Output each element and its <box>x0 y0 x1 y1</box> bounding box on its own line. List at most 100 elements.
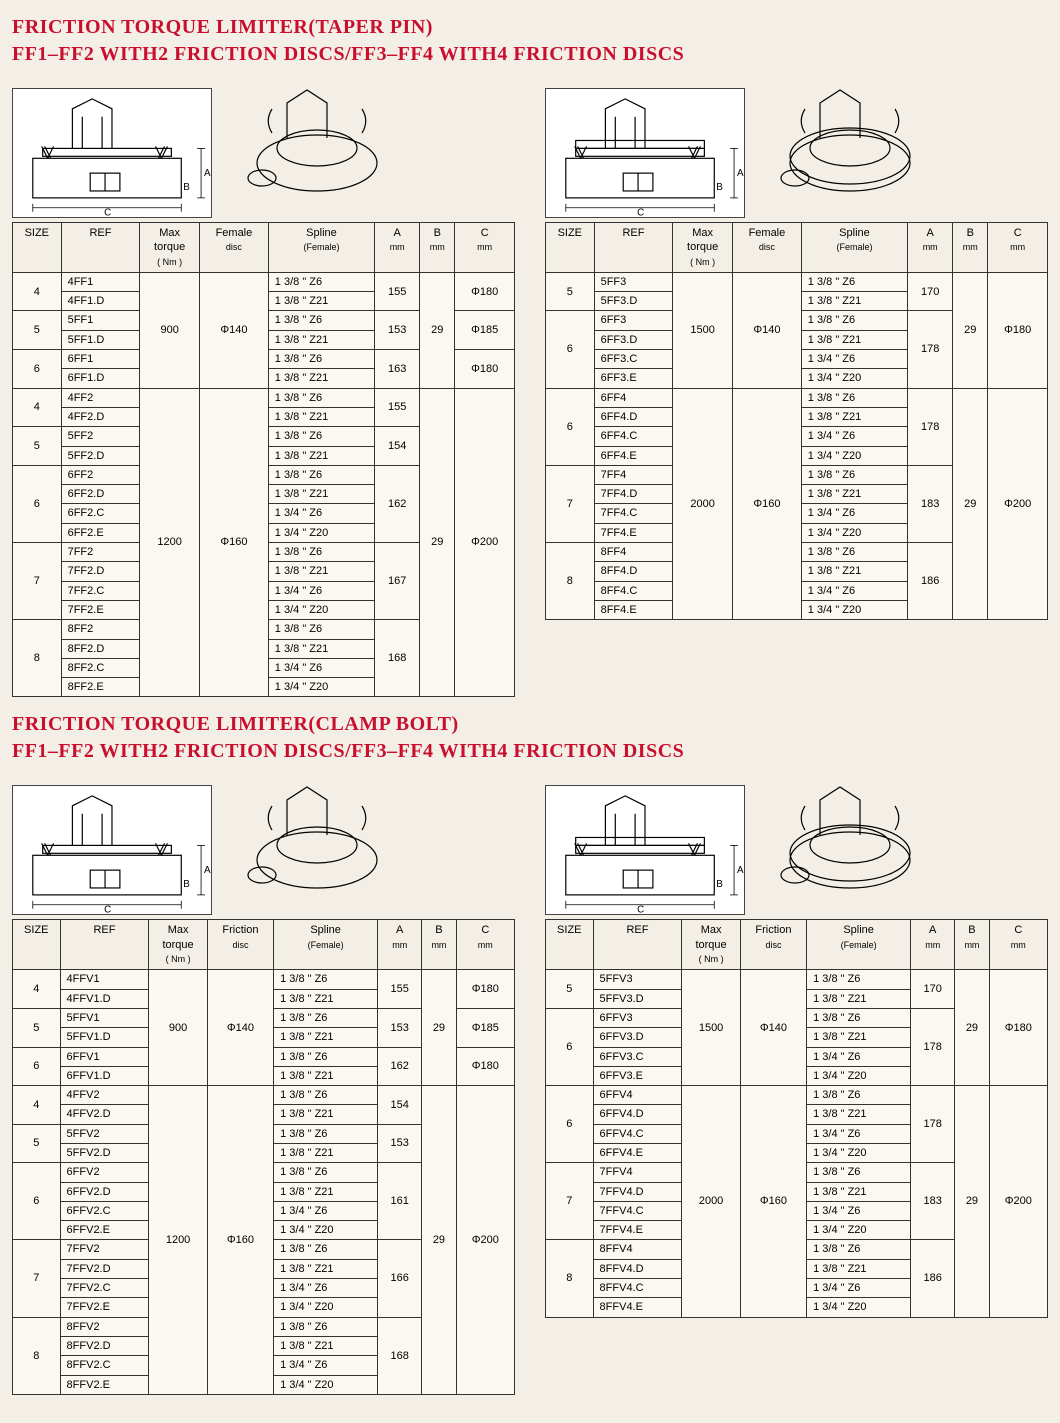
cell-b: 29 <box>953 388 988 620</box>
cell-spline: 1 3/4 " Z6 <box>801 581 907 600</box>
cell-spline: 1 3/8 " Z6 <box>274 1240 378 1259</box>
cell-ref: 7FFV4.C <box>593 1201 682 1220</box>
cell-spline: 1 3/4 " Z6 <box>268 658 374 677</box>
cell-a: 154 <box>375 427 420 466</box>
cell-ref: 8FFV4.C <box>593 1279 682 1298</box>
cell-spline: 1 3/4 " Z6 <box>801 504 907 523</box>
cell-spline: 1 3/4 " Z20 <box>807 1221 911 1240</box>
cell-disc: Φ160 <box>740 1086 806 1318</box>
spec-table: SIZEREFMaxtorque( Nm )FemalediscSpline(F… <box>545 222 1048 620</box>
cell-b: 29 <box>953 272 988 388</box>
cell-spline: 1 3/8 " Z6 <box>274 1047 378 1066</box>
cell-size: 5 <box>546 970 594 1009</box>
cell-spline: 1 3/8 " Z21 <box>807 1182 911 1201</box>
cell-b: 29 <box>420 388 455 697</box>
cell-a: 168 <box>378 1317 422 1394</box>
cell-ref: 8FFV4.D <box>593 1259 682 1278</box>
diagram-row: C A B <box>545 68 1048 218</box>
cell-disc: Φ160 <box>733 388 802 620</box>
cell-spline: 1 3/8 " Z6 <box>274 1008 378 1027</box>
column-header: Maxtorque( Nm ) <box>673 223 733 273</box>
column-header: Maxtorque( Nm ) <box>149 920 207 970</box>
section: FRICTION TORQUE LIMITER(TAPER PIN)FF1–FF… <box>12 16 1048 697</box>
column-header: Bmm <box>422 920 456 970</box>
cell-spline: 1 3/8 " Z21 <box>274 1066 378 1085</box>
cell-spline: 1 3/8 " Z21 <box>801 330 907 349</box>
cell-spline: 1 3/8 " Z6 <box>801 543 907 562</box>
panel-right: C A B SIZEREFMaxtorque( Nm )FemalediscSp… <box>545 68 1048 697</box>
cell-a: 166 <box>378 1240 422 1317</box>
section-view: C A B <box>12 785 212 915</box>
cell-disc: Φ140 <box>200 272 269 388</box>
cell-spline: 1 3/8 " Z6 <box>807 1240 911 1259</box>
cell-spline: 1 3/8 " Z6 <box>268 311 374 330</box>
cell-ref: 5FFV2 <box>60 1124 149 1143</box>
cell-c: Φ180 <box>456 970 514 1009</box>
cell-spline: 1 3/8 " Z6 <box>268 272 374 291</box>
cell-spline: 1 3/4 " Z6 <box>801 427 907 446</box>
column-header: Femaledisc <box>733 223 802 273</box>
cell-c: Φ200 <box>988 388 1048 620</box>
cell-torque: 1500 <box>682 970 740 1086</box>
cell-spline: 1 3/8 " Z21 <box>807 989 911 1008</box>
cell-a: 170 <box>908 272 953 311</box>
cell-spline: 1 3/8 " Z21 <box>274 1182 378 1201</box>
column-header: REF <box>60 920 149 970</box>
column-header: Cmm <box>456 920 514 970</box>
cell-size: 6 <box>13 465 62 542</box>
cell-spline: 1 3/8 " Z21 <box>268 562 374 581</box>
cell-ref: 7FF2.E <box>61 600 140 619</box>
cell-ref: 6FF3 <box>594 311 673 330</box>
cell-a: 155 <box>375 272 420 311</box>
cell-spline: 1 3/8 " Z21 <box>268 330 374 349</box>
cell-spline: 1 3/8 " Z6 <box>801 388 907 407</box>
technical-drawing-icon: C A B <box>13 89 211 218</box>
spec-table: SIZEREFMaxtorque( Nm )FrictiondiscSpline… <box>545 919 1048 1317</box>
cell-ref: 6FFV2.C <box>60 1201 149 1220</box>
cell-a: 183 <box>908 465 953 542</box>
cell-size: 6 <box>546 1086 594 1163</box>
column-header: REF <box>593 920 682 970</box>
column-header: REF <box>61 223 140 273</box>
isometric-drawing-icon <box>765 78 935 218</box>
cell-ref: 8FF2.D <box>61 639 140 658</box>
cell-ref: 7FFV2.E <box>60 1298 149 1317</box>
cell-size: 8 <box>13 620 62 697</box>
cell-spline: 1 3/8 " Z21 <box>807 1105 911 1124</box>
cell-a: 183 <box>911 1163 955 1240</box>
cell-ref: 8FF2 <box>61 620 140 639</box>
cell-size: 6 <box>546 1008 594 1085</box>
cell-disc: Φ140 <box>740 970 806 1086</box>
cell-size: 5 <box>13 1124 61 1163</box>
column-header: Cmm <box>988 223 1048 273</box>
cell-torque: 2000 <box>673 388 733 620</box>
cell-ref: 7FFV2.D <box>60 1259 149 1278</box>
section-title-2: FF1–FF2 WITH2 FRICTION DISCS/FF3–FF4 WIT… <box>12 740 1048 763</box>
iso-view <box>232 775 402 915</box>
cell-spline: 1 3/4 " Z6 <box>807 1201 911 1220</box>
svg-text:B: B <box>183 182 190 193</box>
isometric-drawing-icon <box>232 775 402 915</box>
cell-ref: 6FF2.E <box>61 523 140 542</box>
cell-a: 168 <box>375 620 420 697</box>
cell-ref: 8FF2.C <box>61 658 140 677</box>
diagram-row: C A B <box>12 765 515 915</box>
cell-ref: 6FF2 <box>61 465 140 484</box>
cell-spline: 1 3/4 " Z20 <box>801 600 907 619</box>
cell-spline: 1 3/4 " Z20 <box>807 1066 911 1085</box>
spec-table: SIZEREFMaxtorque( Nm )FemalediscSpline(F… <box>12 222 515 697</box>
cell-spline: 1 3/8 " Z21 <box>801 407 907 426</box>
cell-ref: 6FF4 <box>594 388 673 407</box>
cell-ref: 6FF4.D <box>594 407 673 426</box>
cell-ref: 4FF1 <box>61 272 140 291</box>
cell-spline: 1 3/8 " Z6 <box>268 620 374 639</box>
svg-text:A: A <box>204 168 211 179</box>
cell-ref: 7FFV4.E <box>593 1221 682 1240</box>
cell-ref: 6FFV2.E <box>60 1221 149 1240</box>
panel-right: C A B SIZEREFMaxtorque( Nm )Frictiondisc… <box>545 765 1048 1394</box>
column-header: Spline(Female) <box>807 920 911 970</box>
iso-view <box>765 78 935 218</box>
diagram-row: C A B <box>12 68 515 218</box>
cell-ref: 6FF3.D <box>594 330 673 349</box>
cell-ref: 7FFV2 <box>60 1240 149 1259</box>
